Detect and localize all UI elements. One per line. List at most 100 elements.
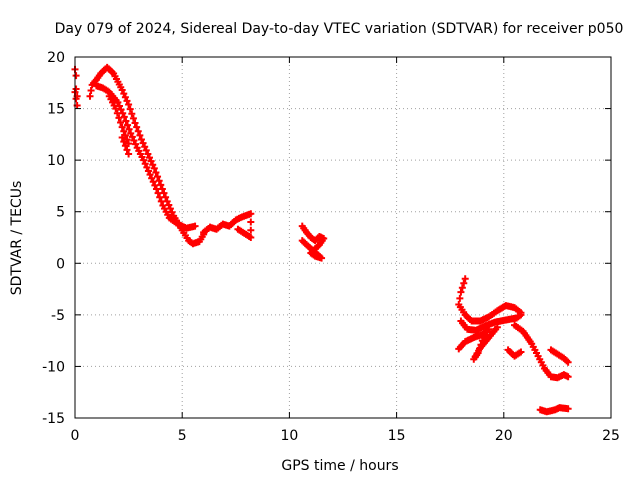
data-point bbox=[139, 139, 147, 147]
data-point bbox=[154, 189, 162, 197]
data-point bbox=[141, 160, 149, 168]
y-tick-label: -15 bbox=[42, 411, 65, 427]
data-point bbox=[165, 201, 173, 209]
data-point bbox=[133, 123, 141, 131]
axis-ticks: 0 5 10 15 20 25 -15 -10 -5 0 5 10 15 20 bbox=[42, 50, 620, 444]
data-point bbox=[517, 311, 525, 319]
series-arc-3g bbox=[536, 404, 572, 416]
y-tick-label: 5 bbox=[56, 205, 65, 221]
data-point bbox=[120, 113, 128, 121]
data-point bbox=[152, 185, 160, 193]
data-point bbox=[247, 218, 255, 226]
data-point bbox=[123, 97, 131, 105]
data-point bbox=[158, 185, 166, 193]
data-point bbox=[118, 123, 126, 131]
series-arc-1a bbox=[71, 65, 81, 109]
data-point bbox=[115, 114, 123, 122]
data-point bbox=[136, 131, 144, 139]
data-point bbox=[457, 288, 465, 296]
grid-lines bbox=[75, 57, 611, 418]
data-point bbox=[123, 146, 131, 154]
data-point bbox=[131, 119, 139, 127]
data-point bbox=[86, 92, 94, 100]
data-point bbox=[117, 106, 125, 114]
data-point bbox=[247, 226, 255, 234]
x-tick-label: 25 bbox=[602, 428, 620, 444]
data-point bbox=[493, 323, 501, 331]
plot-frame bbox=[74, 56, 612, 419]
data-point bbox=[120, 90, 128, 98]
data-point bbox=[72, 95, 80, 103]
data-point bbox=[298, 237, 306, 245]
data-point bbox=[149, 178, 157, 186]
data-point bbox=[458, 284, 466, 292]
y-tick-label: 10 bbox=[47, 153, 65, 169]
series-arc-3b bbox=[457, 311, 525, 334]
series-arc-2 bbox=[298, 222, 328, 262]
data-point bbox=[121, 93, 129, 101]
data-point bbox=[127, 129, 135, 137]
data-point bbox=[128, 110, 136, 118]
data-point bbox=[160, 189, 168, 197]
data-point bbox=[132, 140, 140, 148]
data-point bbox=[564, 373, 572, 381]
data-point bbox=[130, 137, 138, 145]
data-point bbox=[122, 117, 130, 125]
y-axis-label: SDTVAR / TECUs bbox=[9, 181, 25, 296]
series-arc-1c bbox=[92, 82, 199, 232]
series-arc-3f bbox=[547, 346, 572, 366]
y-tick-label: 15 bbox=[47, 102, 65, 118]
data-point bbox=[162, 193, 170, 201]
y-tick-label: 0 bbox=[56, 256, 65, 272]
data-point bbox=[141, 143, 149, 151]
data-point bbox=[163, 197, 171, 205]
data-point bbox=[125, 100, 133, 108]
data-point bbox=[120, 127, 128, 135]
data-point bbox=[129, 114, 137, 122]
data-point bbox=[154, 173, 162, 181]
data-point bbox=[234, 225, 242, 233]
y-tick-label: 20 bbox=[47, 50, 65, 66]
data-point bbox=[117, 118, 125, 126]
data-point bbox=[118, 133, 126, 141]
data-point bbox=[144, 167, 152, 175]
series-arc-1d bbox=[105, 92, 133, 158]
data-point bbox=[157, 197, 165, 205]
chart-title: Day 079 of 2024, Sidereal Day-to-day VTE… bbox=[55, 21, 624, 37]
data-point bbox=[460, 279, 468, 287]
x-tick-label: 5 bbox=[178, 428, 187, 444]
data-point bbox=[126, 105, 134, 113]
data-point bbox=[149, 161, 157, 169]
x-tick-label: 20 bbox=[495, 428, 513, 444]
data-point bbox=[191, 222, 199, 230]
y-tick-label: -10 bbox=[42, 359, 65, 375]
x-tick-label: 0 bbox=[71, 428, 80, 444]
data-point bbox=[152, 169, 160, 177]
data-point bbox=[151, 181, 159, 189]
data-point bbox=[144, 150, 152, 158]
data-point bbox=[146, 154, 154, 162]
data-point bbox=[113, 109, 121, 117]
data-point bbox=[564, 358, 572, 366]
data-point bbox=[247, 210, 255, 218]
data-point bbox=[124, 121, 132, 129]
data-point bbox=[147, 157, 155, 165]
data-point bbox=[140, 156, 148, 164]
series-arc-3c bbox=[455, 323, 501, 363]
series-arc-1e bbox=[200, 210, 255, 241]
data-point bbox=[168, 208, 176, 216]
data-point bbox=[156, 193, 164, 201]
data-point bbox=[137, 136, 145, 144]
x-tick-label: 15 bbox=[388, 428, 406, 444]
data-point bbox=[134, 127, 142, 135]
series-arc-3a bbox=[455, 275, 525, 325]
data-point bbox=[564, 405, 572, 413]
y-tick-label: -5 bbox=[51, 308, 65, 324]
data-point bbox=[517, 348, 525, 356]
series-arc-3d bbox=[511, 321, 572, 382]
series-arc-1b bbox=[86, 63, 208, 248]
data-points bbox=[71, 63, 572, 416]
data-point bbox=[143, 163, 151, 171]
x-tick-label: 10 bbox=[280, 428, 298, 444]
